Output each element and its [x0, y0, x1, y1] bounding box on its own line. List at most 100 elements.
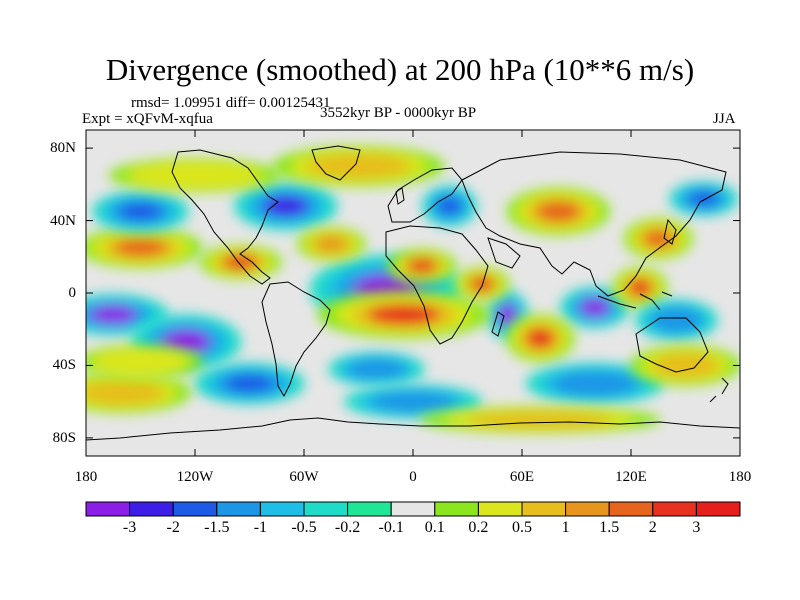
- field-anomaly: [630, 344, 740, 387]
- field-anomaly: [272, 145, 445, 187]
- field-anomaly: [108, 158, 282, 193]
- period-label: 3552kyr BP - 0000kyr BP: [320, 105, 477, 121]
- arabia-coast: [487, 237, 521, 269]
- y-tick-label: 40S: [52, 357, 76, 374]
- colorbar-label: 2: [648, 519, 657, 536]
- africa-coast: [385, 225, 489, 345]
- japan-coast: [663, 218, 677, 245]
- field-anomaly: [194, 362, 305, 405]
- field-anomaly: [560, 286, 630, 329]
- field-contour: [580, 298, 610, 317]
- x-tick-label: 180: [74, 469, 98, 485]
- colorbar-label: 0.1: [424, 519, 445, 536]
- colorbar-swatch: [85, 501, 131, 517]
- south-america-coast: [261, 281, 331, 398]
- x-tick-label: 180: [728, 469, 752, 485]
- field-contour: [565, 374, 624, 393]
- field-contour: [114, 354, 167, 370]
- madagascar-coast: [491, 311, 505, 337]
- x-tick-label: 0: [409, 469, 417, 485]
- field-anomaly: [86, 294, 169, 336]
- experiment-label: Expt = xQFvM-xqfua: [82, 111, 213, 127]
- field-anomaly: [454, 266, 510, 302]
- coastlines: [86, 145, 740, 441]
- field-contour: [222, 254, 258, 270]
- divergence-field: [86, 145, 740, 434]
- field-anomaly: [198, 245, 282, 280]
- colorbar-label: 0.2: [468, 519, 489, 536]
- colorbar-swatch: [608, 501, 654, 517]
- field-contour: [689, 191, 719, 207]
- field-contour: [367, 304, 441, 325]
- asia-coast: [461, 151, 727, 297]
- uk-coast: [395, 187, 405, 205]
- field-anomaly: [505, 314, 575, 363]
- colorbar-swatch: [652, 501, 697, 517]
- field-anomaly: [234, 181, 338, 231]
- x-tick-label: 120E: [615, 469, 647, 485]
- north-america-coast: [171, 149, 279, 285]
- colorbar-swatch: [434, 501, 479, 517]
- field-anomaly: [506, 187, 611, 236]
- colorbar-label: -0.1: [378, 519, 404, 536]
- colorbar-label: -1: [253, 519, 268, 536]
- colorbar: [85, 501, 741, 517]
- colorbar-swatch: [303, 501, 349, 517]
- field-contour: [383, 394, 443, 409]
- field-contour: [525, 328, 555, 349]
- colorbar-swatch: [129, 501, 174, 517]
- stats-label: rmsd= 1.09951 diff= 0.00125431: [131, 95, 331, 111]
- colorbar-label: 0.5: [512, 519, 532, 536]
- field-anomaly: [317, 290, 491, 339]
- field-contour: [643, 229, 673, 248]
- y-tick-label: 0: [68, 285, 77, 301]
- colorbar-swatch: [565, 501, 610, 517]
- field-anomaly: [328, 351, 425, 387]
- y-tick-label: 40N: [50, 212, 76, 229]
- colorbar-swatch: [259, 501, 305, 517]
- field-contour: [93, 383, 152, 402]
- australia-coast: [635, 317, 709, 373]
- field-anomaly: [86, 227, 203, 269]
- field-contour: [226, 374, 273, 393]
- field-anomaly: [525, 362, 664, 405]
- colorbar-swatch: [390, 501, 436, 517]
- plot-title: Divergence (smoothed) at 200 hPa (10**6 …: [105, 52, 695, 87]
- y-tick-label: 80N: [50, 140, 76, 157]
- field-contour: [356, 361, 398, 377]
- field-anomaly: [669, 181, 739, 217]
- field-contour: [536, 201, 581, 222]
- colorbar-label: 1.5: [599, 519, 620, 536]
- field-contour: [158, 168, 232, 183]
- colorbar-label: 1: [561, 519, 570, 536]
- colorbar-label: 3: [692, 519, 701, 536]
- axis-ticks: [85, 130, 741, 456]
- field-anomaly: [296, 226, 366, 262]
- field-anomaly: [387, 248, 457, 284]
- field-anomaly: [623, 218, 693, 260]
- indonesia-coast: [597, 291, 673, 311]
- colorbar-swatch: [695, 501, 741, 517]
- field-contour: [114, 239, 167, 257]
- field-contour: [470, 276, 494, 292]
- x-tick-label: 60E: [509, 469, 535, 485]
- field-anomaly: [343, 384, 483, 419]
- new-zealand-coast: [709, 377, 729, 403]
- field-anomaly: [634, 299, 718, 341]
- antarctica-coast: [86, 417, 740, 441]
- field-anomaly: [86, 344, 203, 380]
- x-tick-label: 60W: [289, 469, 319, 485]
- colorbar-swatch: [347, 501, 392, 517]
- field-contour: [437, 197, 461, 215]
- colorbar-label: -1.5: [204, 519, 230, 536]
- season-label: JJA: [713, 111, 736, 127]
- colorbar-swatch: [172, 501, 218, 517]
- field-anomaly: [92, 190, 189, 233]
- field-contour: [264, 195, 308, 217]
- field-anomaly: [419, 406, 661, 434]
- field-contour: [658, 311, 694, 329]
- field-contour: [628, 278, 652, 297]
- field-anomaly: [86, 371, 192, 414]
- colorbar-label: -0.2: [334, 519, 361, 536]
